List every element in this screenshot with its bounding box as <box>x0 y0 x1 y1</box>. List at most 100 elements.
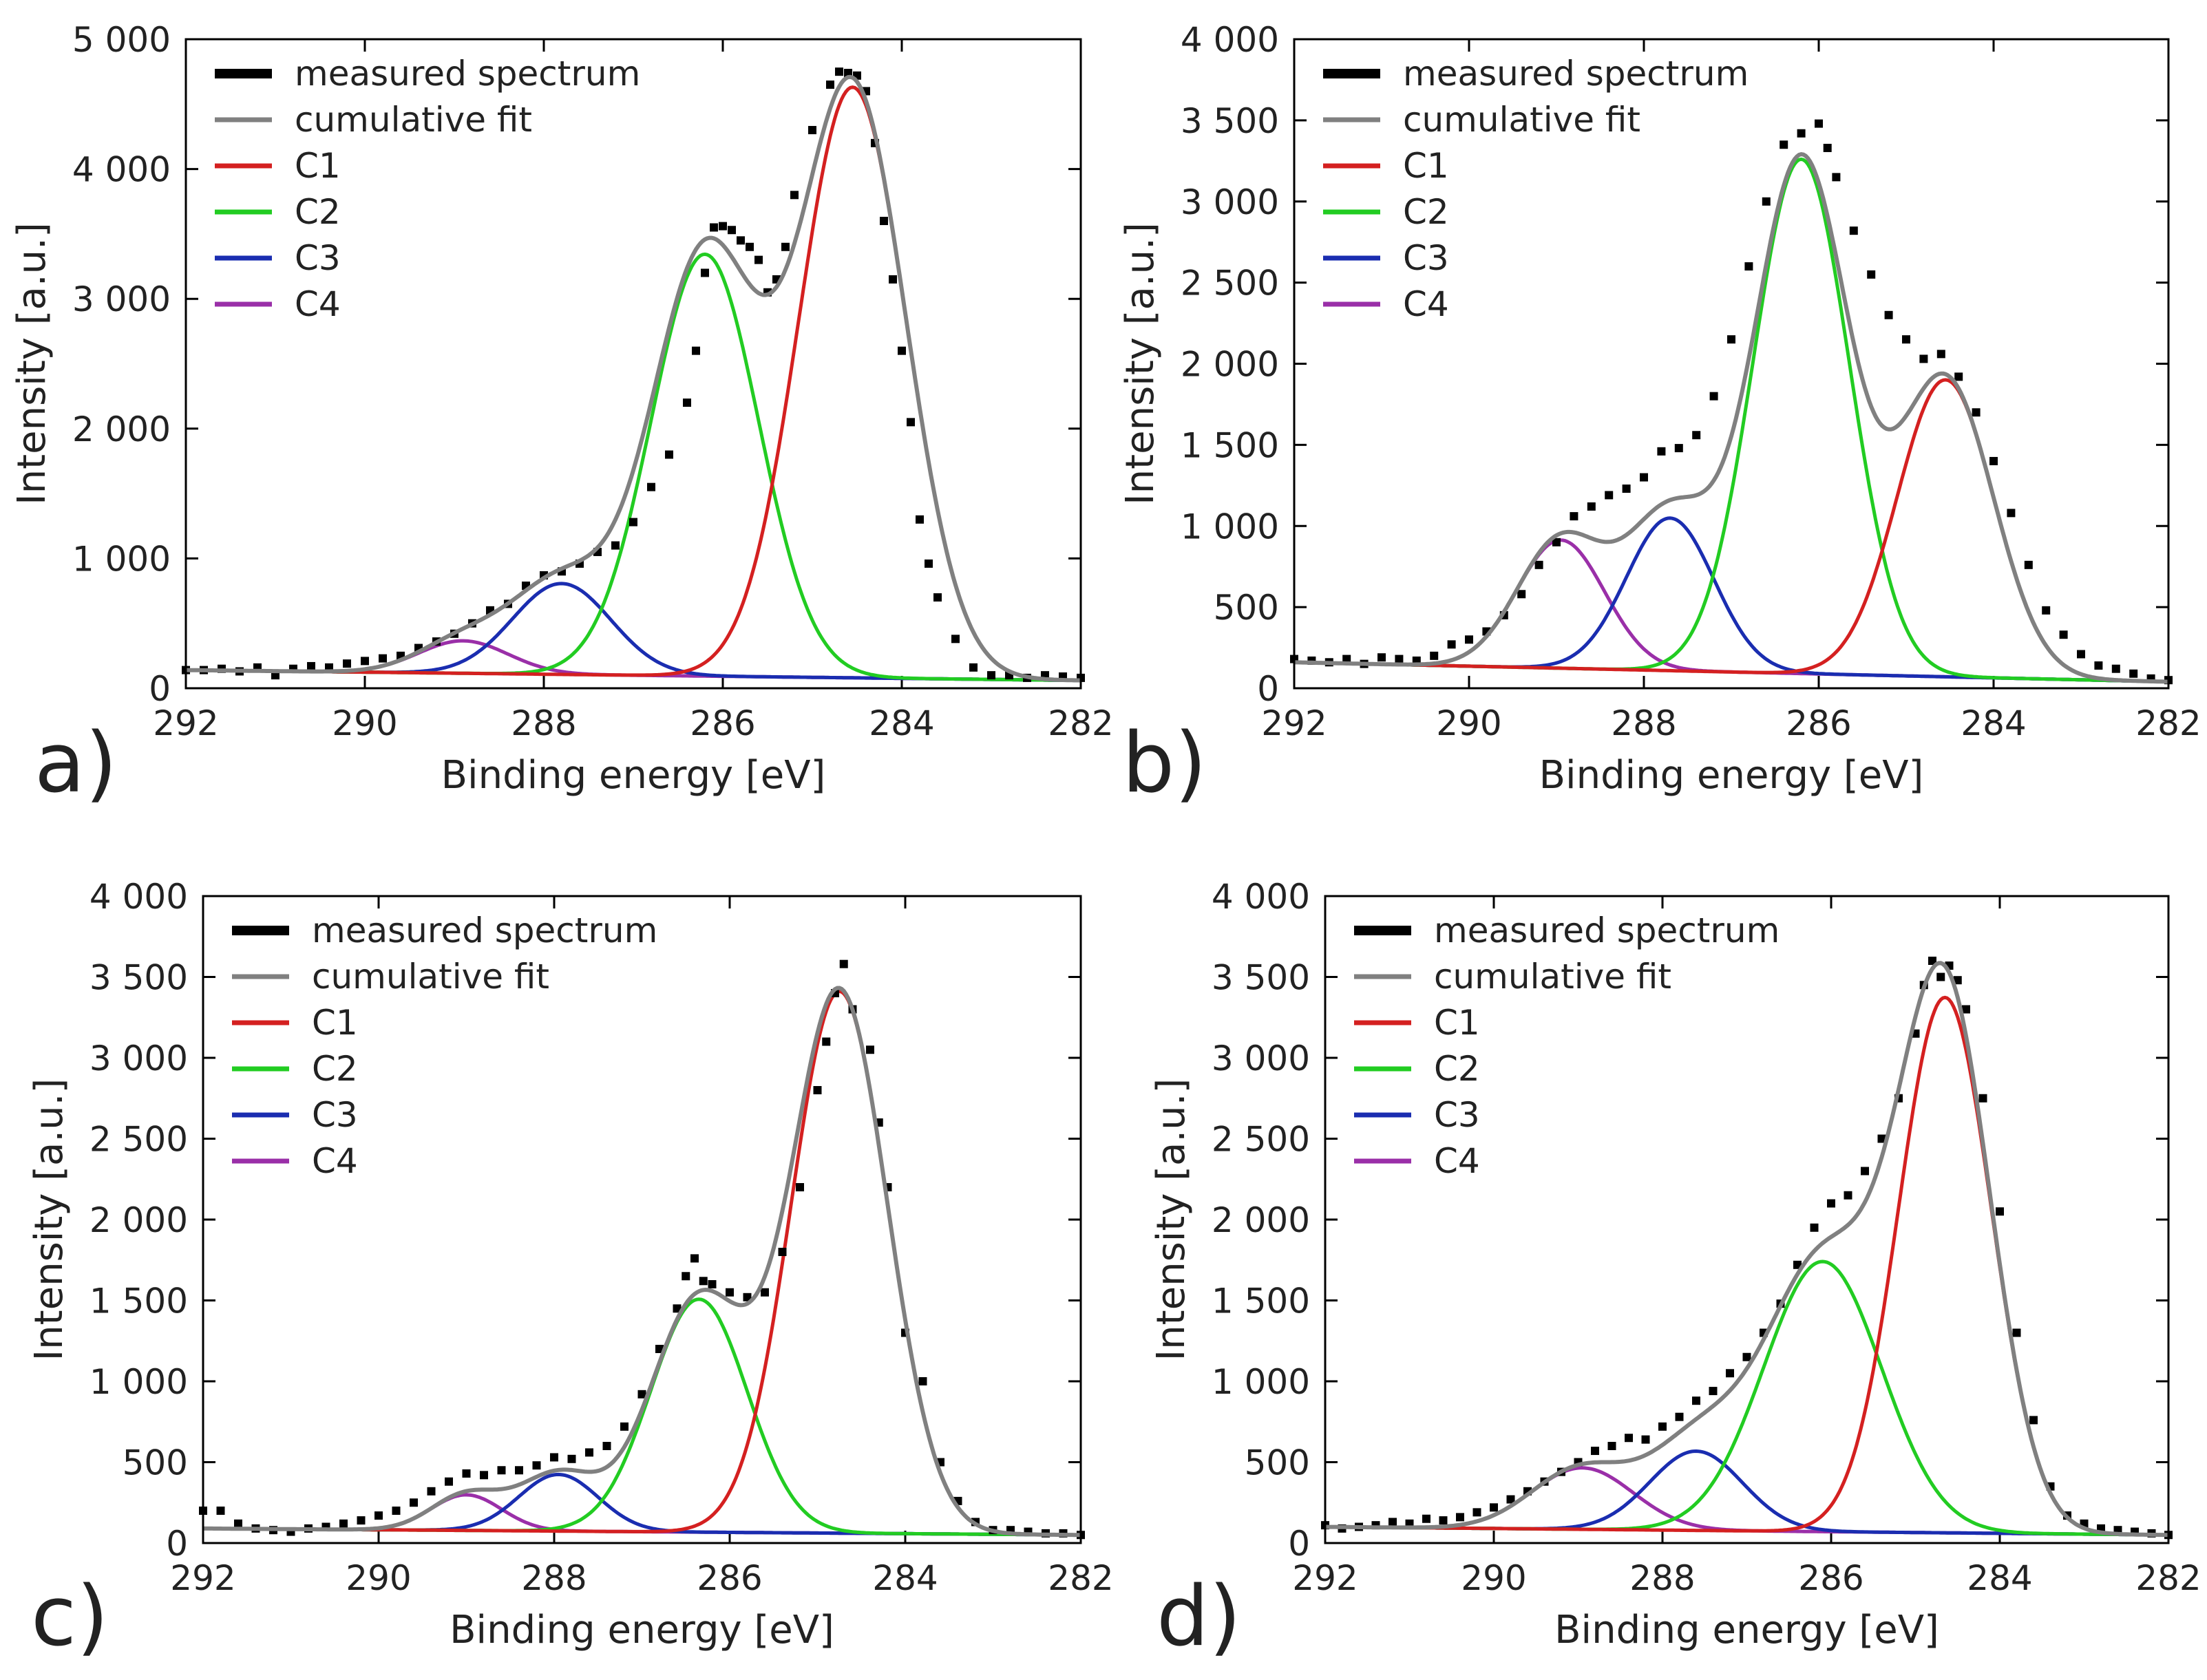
x-tick-label: 284 <box>869 703 934 743</box>
measured-point <box>2077 650 2085 659</box>
y-tick-label: 1 000 <box>1212 1362 1310 1402</box>
y-tick-label: 1 000 <box>89 1362 188 1402</box>
component-curve-c2 <box>202 1297 1081 1537</box>
measured-point <box>1552 538 1561 546</box>
measured-point <box>1534 560 1543 569</box>
cumulative-fit-curve <box>202 986 1081 1538</box>
measured-point <box>2042 606 2051 615</box>
measured-point <box>1490 1503 1498 1512</box>
measured-point <box>665 450 673 459</box>
y-tick-label: 2 000 <box>72 410 171 449</box>
measured-point <box>761 1288 769 1297</box>
y-tick-label: 5 000 <box>72 20 171 60</box>
y-tick-label: 500 <box>1214 588 1279 628</box>
component-curve-c3 <box>186 582 1081 683</box>
y-tick-label: 2 000 <box>1212 1200 1310 1240</box>
y-tick-label: 2 500 <box>1181 264 1279 304</box>
y-tick-label: 2 000 <box>1181 345 1279 385</box>
measured-point <box>2029 1416 2038 1425</box>
component-curve-c3 <box>1325 1449 2169 1537</box>
measured-point <box>1861 1167 1869 1176</box>
measured-point <box>1742 1352 1751 1361</box>
measured-point <box>1815 119 1823 128</box>
measured-point <box>1996 1207 2004 1216</box>
legend-label: cumulative fit <box>1434 957 1671 997</box>
x-tick-label: 292 <box>153 703 218 743</box>
measured-point <box>1780 140 1788 149</box>
measured-point <box>746 242 754 251</box>
measured-point <box>379 654 387 663</box>
y-tick-label: 0 <box>1257 669 1279 709</box>
x-tick-label: 286 <box>1798 1558 1863 1598</box>
measured-point <box>1919 354 1928 363</box>
y-tick-label: 500 <box>123 1443 188 1483</box>
measured-point <box>216 1507 225 1515</box>
measured-point <box>839 959 848 968</box>
measured-point <box>1517 590 1526 599</box>
measured-point <box>2094 661 2103 670</box>
measured-point <box>778 1248 787 1256</box>
measured-point <box>1506 1495 1515 1504</box>
x-tick-label: 284 <box>1961 703 2026 743</box>
measured-point <box>866 1045 874 1054</box>
cumulative-fit-curve <box>186 74 1081 683</box>
measured-point <box>1641 1435 1650 1444</box>
measured-point <box>1936 350 1945 359</box>
component-curve-c3 <box>1293 516 2169 684</box>
measured-point <box>790 191 799 200</box>
x-tick-label: 282 <box>2135 1558 2201 1598</box>
measured-point <box>690 1254 699 1263</box>
measured-point <box>1810 1223 1819 1232</box>
y-tick-label: 3 000 <box>1181 182 1279 222</box>
x-tick-label: 290 <box>346 1558 411 1598</box>
y-tick-label: 1 500 <box>89 1282 188 1321</box>
measured-point <box>708 1280 717 1288</box>
x-tick-label: 292 <box>1292 1558 1358 1598</box>
measured-point <box>1953 976 1962 985</box>
y-tick-label: 0 <box>166 1524 188 1564</box>
panel-label: a) <box>34 716 117 811</box>
measured-point <box>1675 1412 1684 1421</box>
measured-point <box>611 541 620 550</box>
measured-point <box>1395 655 1404 663</box>
measured-point <box>719 222 727 231</box>
legend-label: measured spectrum <box>1403 54 1749 94</box>
panel-label: d) <box>1157 1569 1241 1665</box>
legend-label: cumulative fit <box>312 957 549 997</box>
panel-a: 0 1 000 2 000 3 000 4 000 5 000 292 290 288 286 28… <box>10 20 1114 811</box>
measured-point <box>889 275 897 284</box>
measured-point <box>2024 560 2033 569</box>
y-tick-label: 3 500 <box>1212 958 1310 998</box>
measured-point <box>1978 1094 1987 1103</box>
measured-point <box>933 593 942 602</box>
measured-point <box>1709 1387 1718 1396</box>
y-tick-label: 1 500 <box>1212 1282 1310 1321</box>
measured-point <box>2007 509 2016 518</box>
measured-point <box>361 657 369 666</box>
measured-point <box>987 671 995 680</box>
legend-label: C3 <box>312 1095 358 1135</box>
x-tick-label: 282 <box>2135 703 2201 743</box>
measured-point <box>567 1454 576 1463</box>
panel-c: 0 500 1 000 1 500 2 000 2 500 3 000 3 500 4 000 2… <box>27 877 1114 1665</box>
measured-point <box>271 671 279 680</box>
x-tick-label: 288 <box>521 1558 587 1598</box>
measured-point <box>826 81 834 89</box>
measured-point <box>1844 1191 1852 1200</box>
measured-point <box>1936 972 1945 981</box>
component-curve-c1 <box>1293 378 2169 684</box>
measured-point <box>925 559 933 568</box>
y-axis-label: Intensity [a.u.] <box>1149 1078 1194 1361</box>
legend-label: C2 <box>295 192 341 232</box>
measured-point <box>728 226 736 235</box>
y-axis-label: Intensity [a.u.] <box>10 222 54 505</box>
x-tick-label: 284 <box>1967 1558 2032 1598</box>
measured-point <box>692 346 700 355</box>
measured-point <box>497 1466 506 1475</box>
legend-label: cumulative fit <box>295 100 532 140</box>
legend-label: C1 <box>312 1003 358 1043</box>
legend-label: measured spectrum <box>1434 911 1780 950</box>
measured-point <box>951 635 960 644</box>
y-tick-label: 3 000 <box>89 1039 188 1078</box>
x-tick-label: 292 <box>1261 703 1327 743</box>
